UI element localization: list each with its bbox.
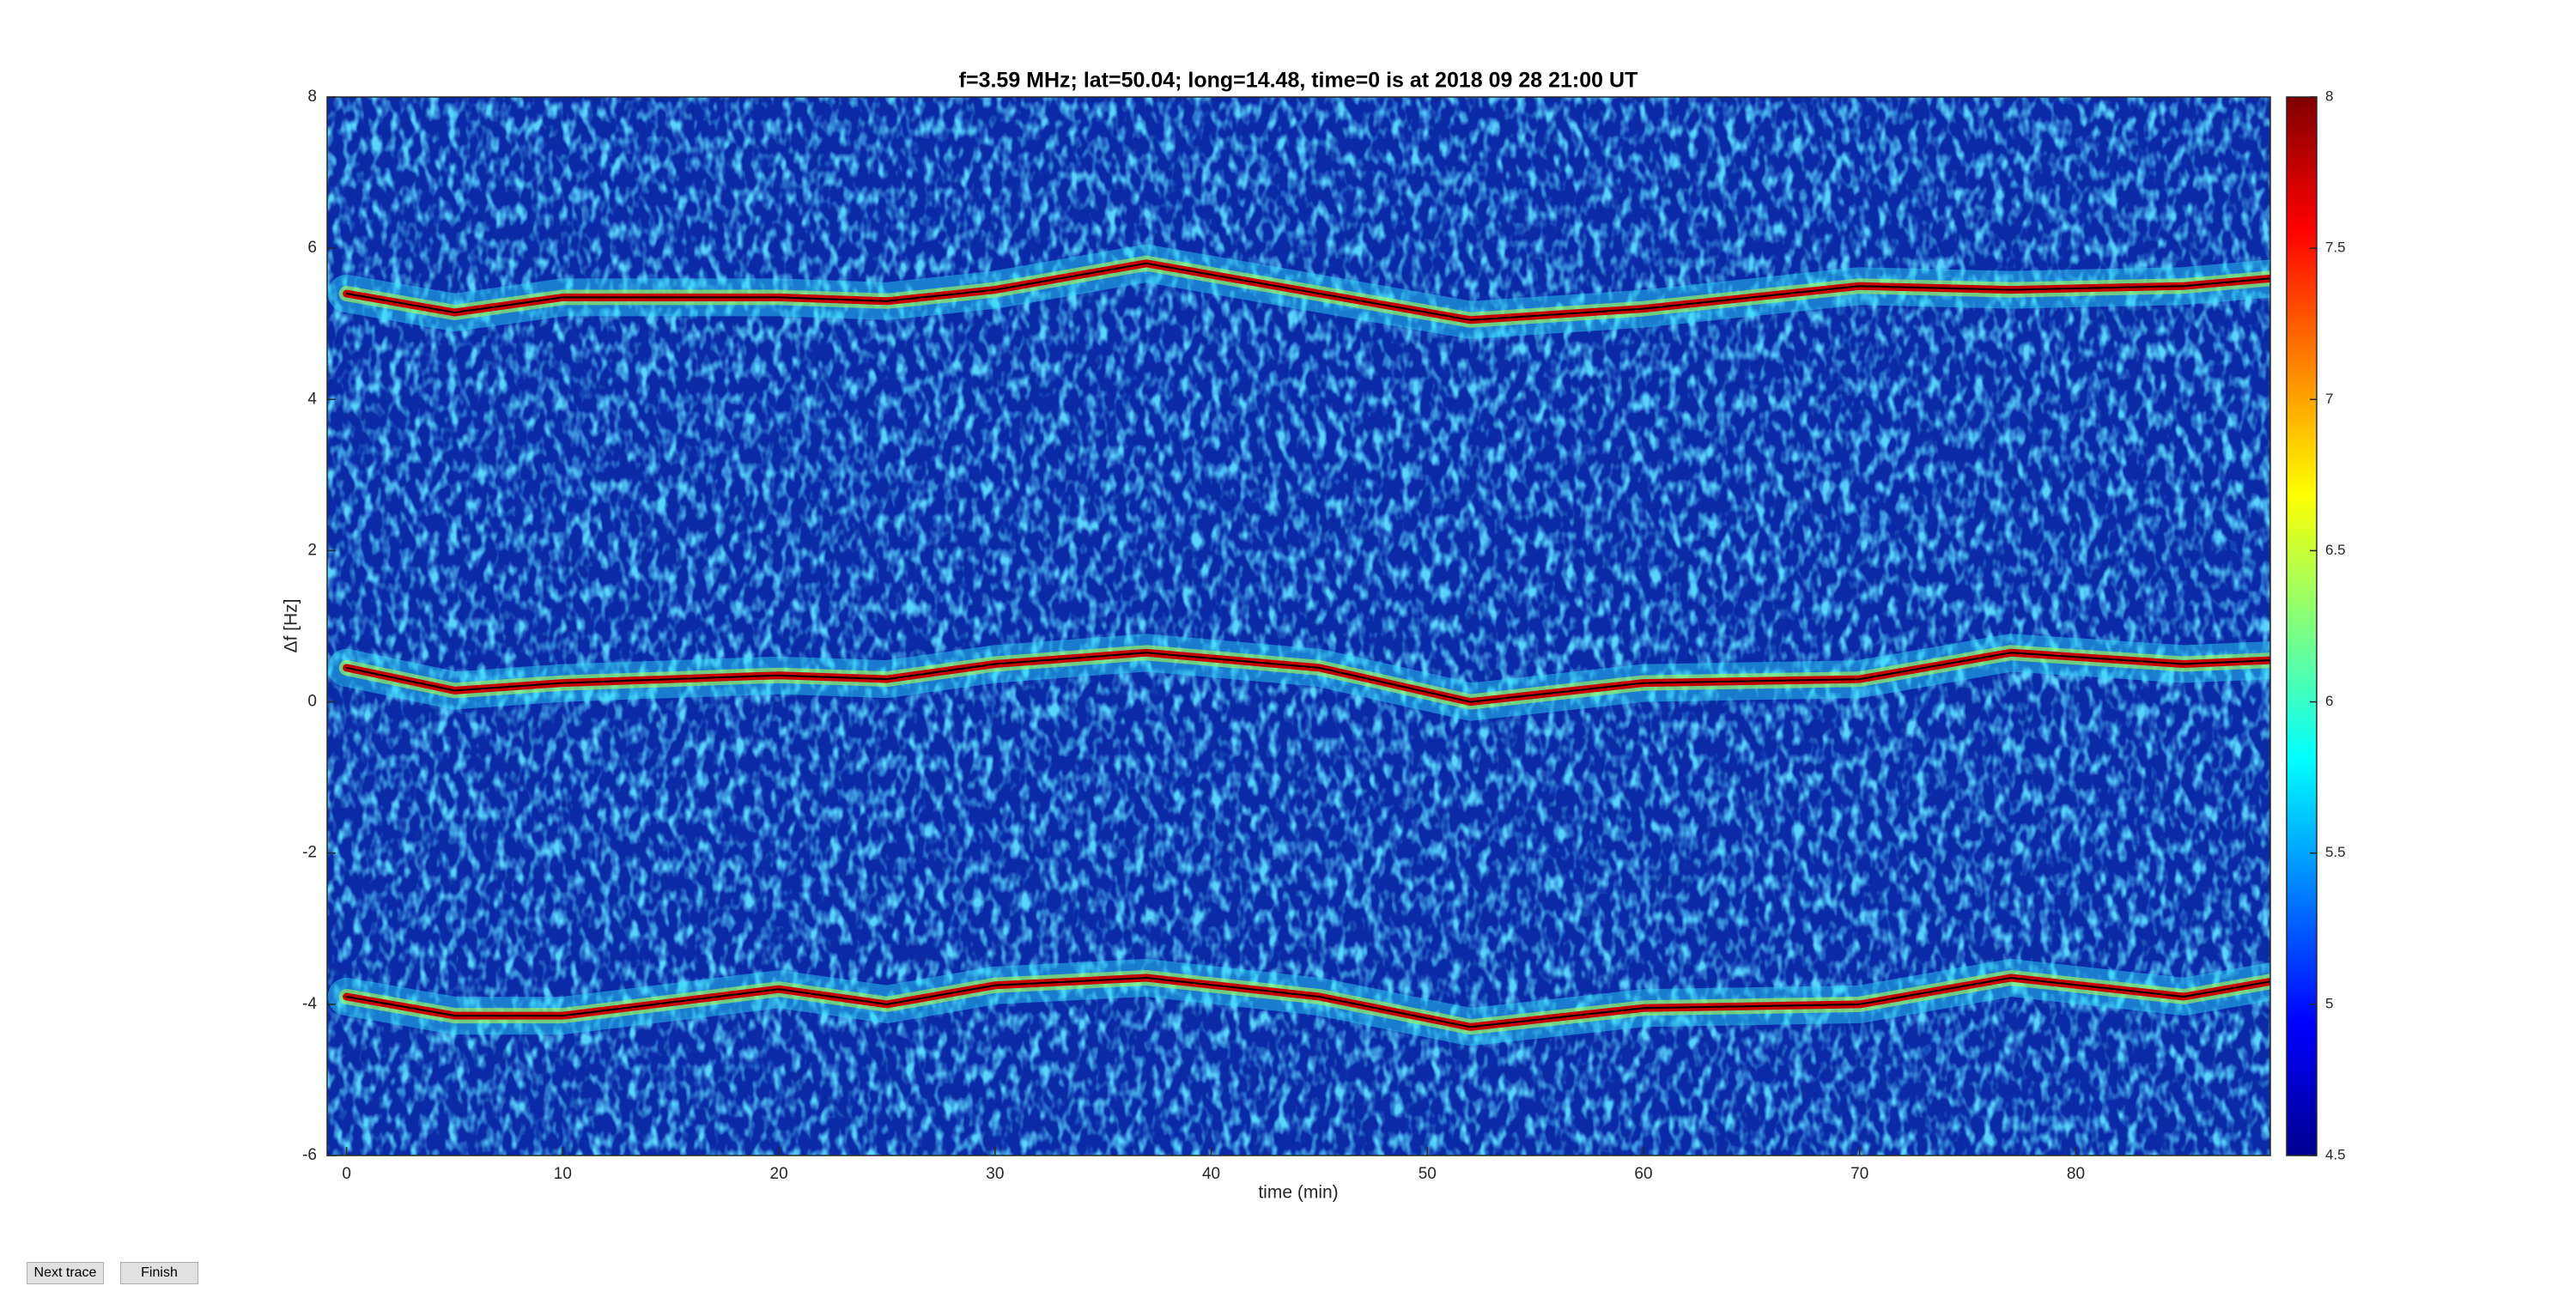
colorbar-tick-label: 7 (2325, 391, 2333, 407)
x-tick-label: 10 (554, 1165, 572, 1183)
y-tick-label: 8 (307, 88, 317, 106)
y-tick-label: -4 (302, 995, 317, 1013)
x-tick-label: 80 (2067, 1165, 2085, 1183)
colorbar-tick-label: 6 (2325, 693, 2333, 709)
colorbar-tick-label: 6.5 (2325, 542, 2346, 558)
y-tick-label: -6 (302, 1146, 317, 1164)
trace-center (345, 652, 2270, 703)
trace-center (345, 262, 2270, 321)
y-tick-label: 0 (307, 693, 317, 711)
chart: f=3.59 MHz; lat=50.04; long=14.48, time=… (282, 69, 2346, 1203)
x-tick-label: 50 (1419, 1165, 1437, 1183)
y-tick-label: 6 (307, 239, 317, 257)
trace-center (345, 977, 2270, 1028)
y-axis-label: Δf [Hz] (282, 598, 301, 652)
y-tick-label: -2 (302, 844, 317, 862)
colorbar-tick-label: 5 (2325, 995, 2333, 1011)
heatmap-noise (327, 97, 2270, 1156)
x-tick-label: 40 (1202, 1165, 1220, 1183)
y-tick-label: 4 (307, 390, 317, 408)
y-tick-label: 2 (307, 541, 317, 559)
colorbar-tick-label: 4.5 (2325, 1146, 2346, 1162)
colorbar-tick-label: 8 (2325, 88, 2333, 104)
colorbar-tick-label: 5.5 (2325, 844, 2346, 860)
chart-title: f=3.59 MHz; lat=50.04; long=14.48, time=… (959, 69, 1638, 93)
x-tick-label: 20 (770, 1165, 788, 1183)
colorbar-tick-label: 7.5 (2325, 240, 2346, 256)
x-tick-label: 30 (986, 1165, 1004, 1183)
x-tick-label: 60 (1634, 1165, 1652, 1183)
x-tick-label: 0 (342, 1165, 351, 1183)
next-trace-button[interactable]: Next trace (27, 1262, 104, 1284)
colorbar (2286, 96, 2318, 1156)
finish-button[interactable]: Finish (120, 1262, 198, 1284)
plot-frame (326, 96, 2271, 1156)
x-tick-label: 70 (1850, 1165, 1868, 1183)
x-axis-label: time (min) (1258, 1183, 1338, 1203)
